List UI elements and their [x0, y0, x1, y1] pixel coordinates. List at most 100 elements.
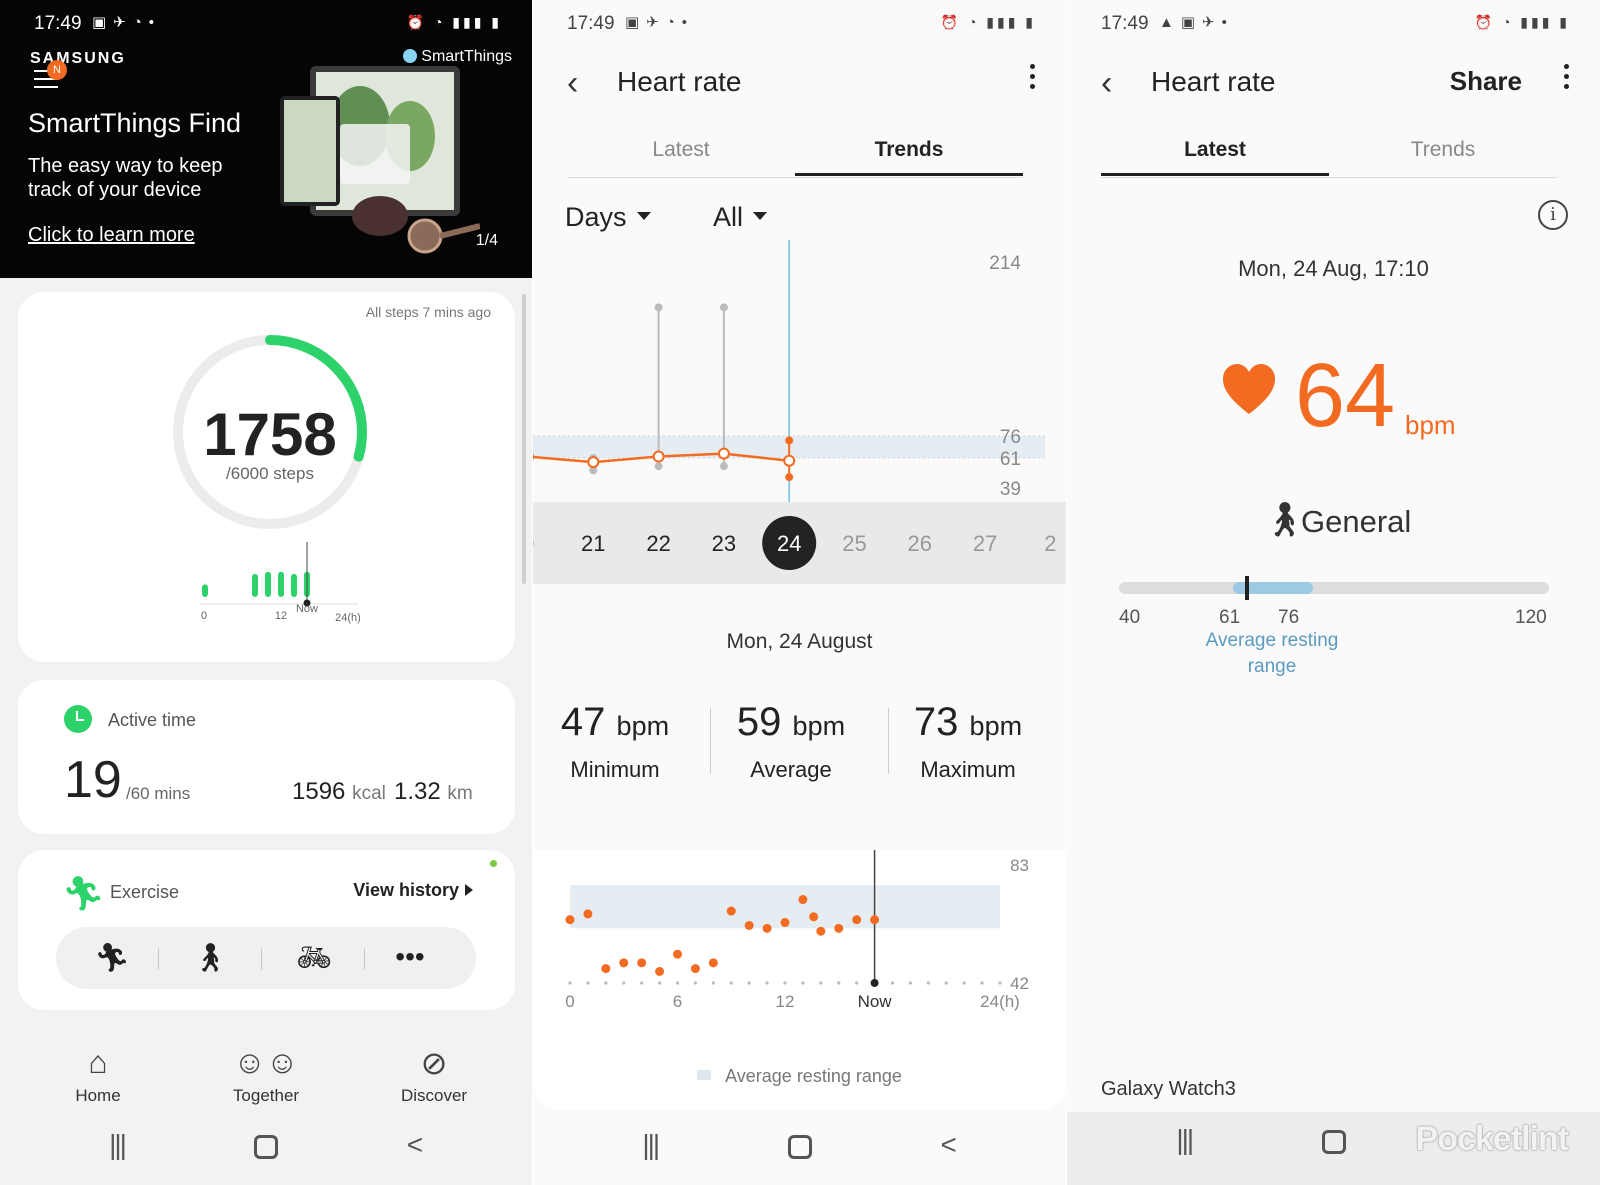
hour-grid-dot: [819, 981, 823, 985]
nav-together-label: Together: [232, 1086, 300, 1105]
share-button[interactable]: Share: [1449, 66, 1522, 96]
cycling-icon[interactable]: 🚲︎: [296, 942, 332, 973]
nav-discover[interactable]: ⊘ Discover: [374, 1044, 494, 1106]
range-high: 76: [1278, 607, 1300, 628]
smartthings-logo: SmartThings: [403, 48, 512, 66]
steps-axis-label: 0: [201, 610, 207, 622]
recent-apps-button[interactable]: |||: [1176, 1124, 1194, 1155]
active-time-card[interactable]: Active time 19 /60 mins 1596 kcal 1.32 k…: [18, 680, 515, 834]
play-arrow-icon: [465, 884, 473, 896]
notification-icons: ▣✈◔•: [625, 14, 695, 31]
back-button[interactable]: <: [940, 1129, 957, 1160]
hour-grid-dot: [711, 981, 715, 985]
hour-grid-dot: [622, 981, 626, 985]
tab-latest[interactable]: Latest: [1101, 138, 1329, 176]
type-value: All: [713, 202, 744, 232]
hour-grid-dot: [855, 981, 859, 985]
heart-rate-point: [816, 926, 826, 936]
home-button[interactable]: [246, 1129, 286, 1166]
standing-person-icon: 🚶︎: [1263, 501, 1307, 539]
exercise-card[interactable]: 🏃︎ Exercise View history 🏃︎ 🚶︎ 🚲︎ •••: [18, 850, 515, 1010]
learn-more-link[interactable]: Click to learn more: [28, 224, 195, 246]
heart-rate-point: [637, 958, 647, 968]
x-tick-label: 24(h): [980, 992, 1020, 1011]
stat-average-unit: bpm: [792, 711, 846, 741]
system-navigation: ||| <: [533, 1109, 1066, 1185]
more-icon[interactable]: •••: [395, 941, 425, 972]
tab-latest[interactable]: Latest: [652, 138, 710, 161]
system-navigation: |||: [1067, 1112, 1600, 1185]
heart-rate-point: [762, 923, 772, 933]
hour-grid-dot: [801, 981, 805, 985]
resting-range-bar: [1119, 576, 1549, 600]
heart-rate-point: [655, 966, 665, 976]
daily-heart-rate-chart[interactable]: 83 42 0 6 12 Now 24(h): [533, 850, 1066, 1050]
nav-home[interactable]: ⌂ Home: [38, 1044, 158, 1106]
heart-rate-point: [619, 958, 629, 968]
period-value: Days: [565, 202, 627, 232]
period-dropdown[interactable]: Days: [565, 202, 651, 233]
stat-minimum-unit: bpm: [616, 711, 670, 741]
heart-rate-point: [708, 958, 718, 968]
phone-heart-rate-trends: 17:49 ▣✈◔• ⏰ ◔ ▮▮▮ ▮ ‹ Heart rate Latest…: [533, 0, 1066, 1185]
day-min-point: [589, 466, 598, 475]
smartthings-label: SmartThings: [421, 48, 512, 65]
recent-apps-button[interactable]: |||: [642, 1129, 660, 1160]
day-average-point: [783, 454, 796, 467]
hour-grid-dot: [675, 981, 680, 985]
day-min-point: [719, 462, 728, 471]
home-button[interactable]: [780, 1129, 820, 1166]
type-dropdown[interactable]: All: [713, 202, 768, 233]
day-label: 24: [777, 531, 801, 556]
nav-together[interactable]: ☺☺ Together: [206, 1044, 326, 1106]
tab-bar: Latest Trends: [1101, 130, 1557, 178]
view-history-link[interactable]: View history: [353, 880, 473, 901]
recent-apps-button[interactable]: |||: [109, 1129, 127, 1160]
heart-icon: [1223, 364, 1275, 414]
bottom-navigation: ⌂ Home ☺☺ Together ⊘ Discover: [0, 1024, 532, 1114]
heart-rate-point: [601, 964, 611, 974]
back-arrow-icon[interactable]: ‹: [1101, 64, 1113, 102]
walking-icon[interactable]: 🚶︎: [192, 942, 228, 973]
back-arrow-icon[interactable]: ‹: [567, 64, 579, 102]
phone-samsung-health-home: 17:49 ▣✈◔• ⏰ ◔ ▮▮▮ ▮ SAMSUNG N SmartThin…: [0, 0, 532, 1185]
current-value-marker: [1245, 576, 1249, 600]
now-dot: [303, 599, 311, 607]
hour-grid-dot: [998, 981, 1002, 985]
scrollbar[interactable]: [522, 294, 526, 584]
day-label: 27: [973, 531, 997, 556]
more-options-icon[interactable]: [1564, 64, 1570, 94]
tab-trends[interactable]: Trends: [1410, 138, 1476, 161]
range-min: 40: [1119, 607, 1141, 628]
day-min-point: [654, 462, 663, 471]
steps-updated: All steps 7 mins ago: [365, 304, 491, 320]
system-navigation: ||| <: [0, 1109, 532, 1185]
home-button[interactable]: [1314, 1124, 1354, 1159]
chart-legend: Average resting range: [533, 1066, 1066, 1087]
steps-card[interactable]: All steps 7 mins ago 1758 /6000 steps 0 1…: [18, 292, 515, 662]
status-bar: 17:49 ▲▣✈• ⏰ ◔ ▮▮▮ ▮: [1067, 0, 1600, 46]
hour-grid-dot: [640, 981, 644, 985]
home-icon: ⌂: [88, 1044, 108, 1080]
back-button[interactable]: <: [406, 1129, 424, 1160]
compass-icon: ⊘: [420, 1045, 448, 1081]
status-time: 17:49: [567, 13, 615, 34]
clock-icon: [64, 705, 92, 733]
hour-grid-dot: [657, 981, 662, 985]
system-icons: ⏰ ◔ ▮▮▮ ▮: [1474, 14, 1570, 30]
promo-banner[interactable]: 17:49 ▣✈◔• ⏰ ◔ ▮▮▮ ▮ SAMSUNG N SmartThin…: [0, 0, 532, 278]
tab-trends[interactable]: Trends: [795, 138, 1023, 176]
heart-rate-point: [673, 949, 682, 959]
pocketlint-watermark: Pocketlint: [1415, 1120, 1569, 1158]
day-label: 26: [908, 531, 932, 556]
info-icon[interactable]: i: [1538, 200, 1568, 230]
more-options-icon[interactable]: [1030, 64, 1036, 94]
heart-rate-point: [870, 915, 880, 925]
menu-icon[interactable]: [34, 70, 58, 94]
x-tick-label: 6: [673, 992, 682, 1011]
system-icons: ⏰ ◔ ▮▮▮ ▮: [940, 14, 1036, 30]
y-tick-label: 61: [1000, 449, 1021, 470]
steps-bar: [291, 573, 297, 597]
running-icon[interactable]: 🏃︎: [94, 942, 130, 973]
